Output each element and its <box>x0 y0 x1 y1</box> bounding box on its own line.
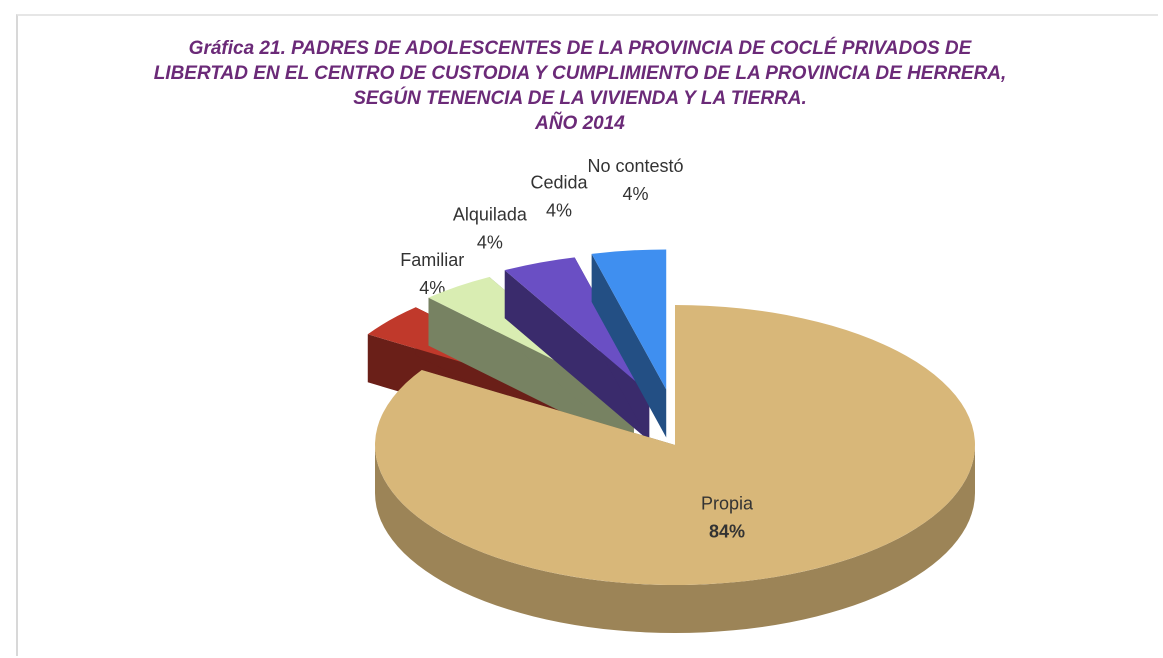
slice-value-label: 4% <box>546 200 572 220</box>
slice-category-label: Familiar <box>400 250 464 270</box>
slice-value-label: 4% <box>477 233 503 253</box>
slice-value-label: 4% <box>623 184 649 204</box>
slice-category-label: Alquilada <box>453 205 528 225</box>
slice-value-label: 4% <box>419 278 445 298</box>
frame <box>16 14 1158 656</box>
pie-slice <box>375 305 975 585</box>
slice-category-label: Propia <box>701 493 754 513</box>
chart-subtitle: AÑO 2014 <box>535 113 625 134</box>
slice-category-label: No contestó <box>587 156 683 176</box>
chart-title: Gráfica 21. PADRES DE ADOLESCENTES DE LA… <box>153 38 1007 109</box>
slice-category-label: Cedida <box>531 172 589 192</box>
slice-side <box>375 445 975 633</box>
chart-title-block: Gráfica 21. PADRES DE ADOLESCENTES DE LA… <box>140 36 1020 136</box>
slice-cut-face <box>428 297 634 448</box>
slice-cut-face <box>504 270 650 441</box>
pie-slice <box>504 257 650 393</box>
slice-value-label: 84% <box>709 521 745 541</box>
pie-slice <box>591 249 667 390</box>
slice-cut-face <box>591 253 667 438</box>
